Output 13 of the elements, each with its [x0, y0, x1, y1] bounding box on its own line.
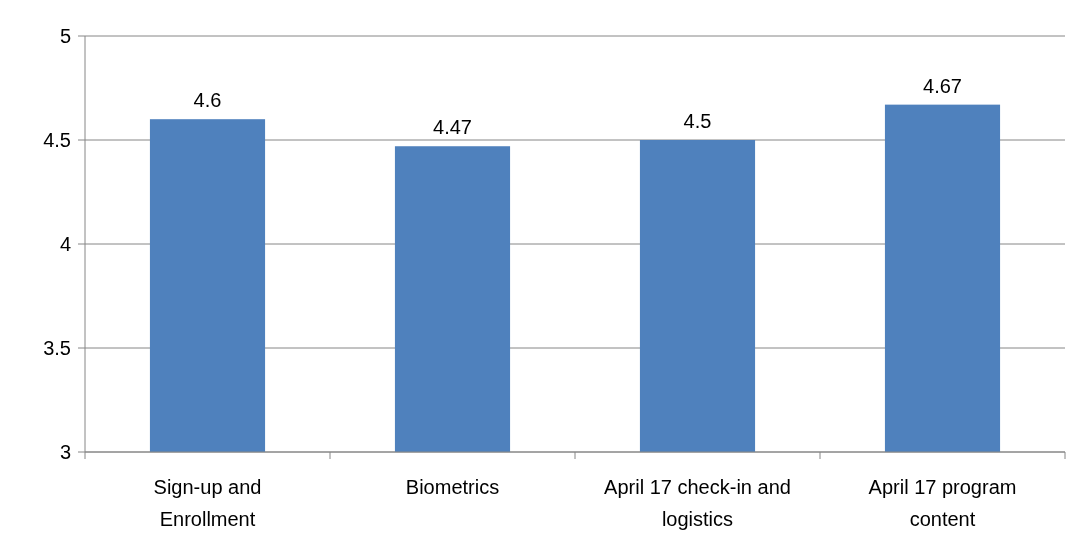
- x-tick-label: Biometrics: [405, 476, 500, 498]
- x-tick-label: April 17 check-in and logistics: [604, 476, 791, 530]
- y-tick-label: 4.5: [43, 129, 71, 151]
- y-tick-label: 3.5: [43, 337, 71, 359]
- data-label: 4.5: [683, 110, 712, 132]
- data-label: 4.6: [193, 89, 222, 112]
- data-label: 4.47: [433, 116, 472, 139]
- x-tick-label: Sign-up and Enrollment: [153, 476, 262, 530]
- data-label: 4.67: [923, 74, 962, 97]
- x-tick-label: April 17 program content: [868, 476, 1017, 530]
- y-tick-label: 5: [59, 25, 71, 47]
- y-tick-label: 4: [59, 233, 71, 255]
- y-tick-label: 3: [59, 441, 71, 463]
